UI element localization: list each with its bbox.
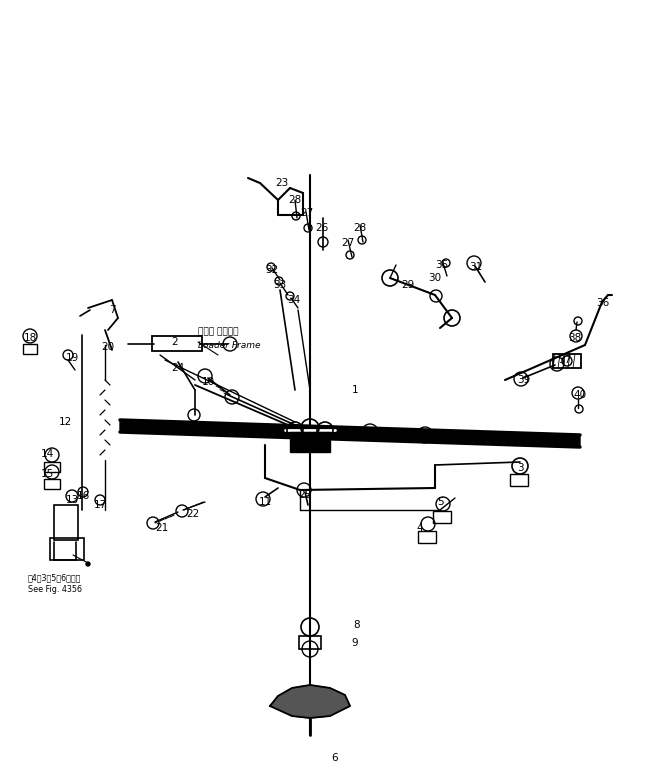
Text: 6: 6 <box>332 753 338 763</box>
Text: 35: 35 <box>436 260 449 270</box>
Text: 9: 9 <box>352 638 358 648</box>
Text: 3: 3 <box>516 463 524 473</box>
Bar <box>418 531 436 543</box>
Text: 18: 18 <box>23 333 36 343</box>
Bar <box>44 462 60 472</box>
Text: 37: 37 <box>558 355 571 365</box>
Text: 40: 40 <box>573 390 587 400</box>
Text: 34: 34 <box>287 295 301 305</box>
Text: 31: 31 <box>469 262 483 272</box>
Text: 14: 14 <box>40 449 54 459</box>
Polygon shape <box>120 420 580 447</box>
Text: 25: 25 <box>299 490 312 500</box>
Text: 第4・3・5・6図参照: 第4・3・5・6図参照 <box>28 574 81 583</box>
Bar <box>510 474 528 486</box>
Text: 16: 16 <box>76 491 89 501</box>
Text: 36: 36 <box>596 298 610 308</box>
Text: 1: 1 <box>352 385 358 395</box>
Bar <box>290 432 330 452</box>
Text: 12: 12 <box>58 417 71 427</box>
Bar <box>23 344 37 354</box>
Text: 7: 7 <box>109 305 115 315</box>
Text: 13: 13 <box>66 495 79 505</box>
Text: 11: 11 <box>258 497 271 507</box>
Text: 15: 15 <box>40 469 54 479</box>
Text: 22: 22 <box>187 509 200 519</box>
Bar <box>54 505 78 540</box>
Circle shape <box>86 562 90 566</box>
Bar <box>433 511 451 523</box>
Text: 39: 39 <box>518 375 531 385</box>
Text: 28: 28 <box>354 223 367 233</box>
Text: Loader Frame: Loader Frame <box>198 340 261 350</box>
Text: 23: 23 <box>275 178 289 188</box>
Bar <box>152 336 202 351</box>
Bar <box>553 354 581 368</box>
Text: 26: 26 <box>315 223 328 233</box>
Text: 27: 27 <box>301 208 314 218</box>
Bar <box>44 479 60 489</box>
Text: 5: 5 <box>437 497 444 507</box>
Text: 8: 8 <box>354 620 360 630</box>
Text: 33: 33 <box>273 280 287 290</box>
Text: 21: 21 <box>156 523 169 533</box>
Text: 24: 24 <box>171 363 185 373</box>
Text: 29: 29 <box>401 280 414 290</box>
Text: ローダ フレーム: ローダ フレーム <box>198 328 238 336</box>
Text: 27: 27 <box>342 238 355 248</box>
Text: 32: 32 <box>265 265 279 275</box>
Text: 10: 10 <box>201 377 214 387</box>
Text: 28: 28 <box>289 195 302 205</box>
Text: 4: 4 <box>416 523 423 533</box>
Bar <box>299 636 321 649</box>
Text: 17: 17 <box>93 500 107 510</box>
Polygon shape <box>270 685 350 718</box>
Bar <box>50 538 84 560</box>
Text: 30: 30 <box>428 273 442 283</box>
Text: 2: 2 <box>171 337 178 347</box>
Text: See Fig. 4356: See Fig. 4356 <box>28 586 82 594</box>
Text: 19: 19 <box>66 353 79 363</box>
Text: 38: 38 <box>569 333 582 343</box>
Text: 20: 20 <box>101 342 115 352</box>
